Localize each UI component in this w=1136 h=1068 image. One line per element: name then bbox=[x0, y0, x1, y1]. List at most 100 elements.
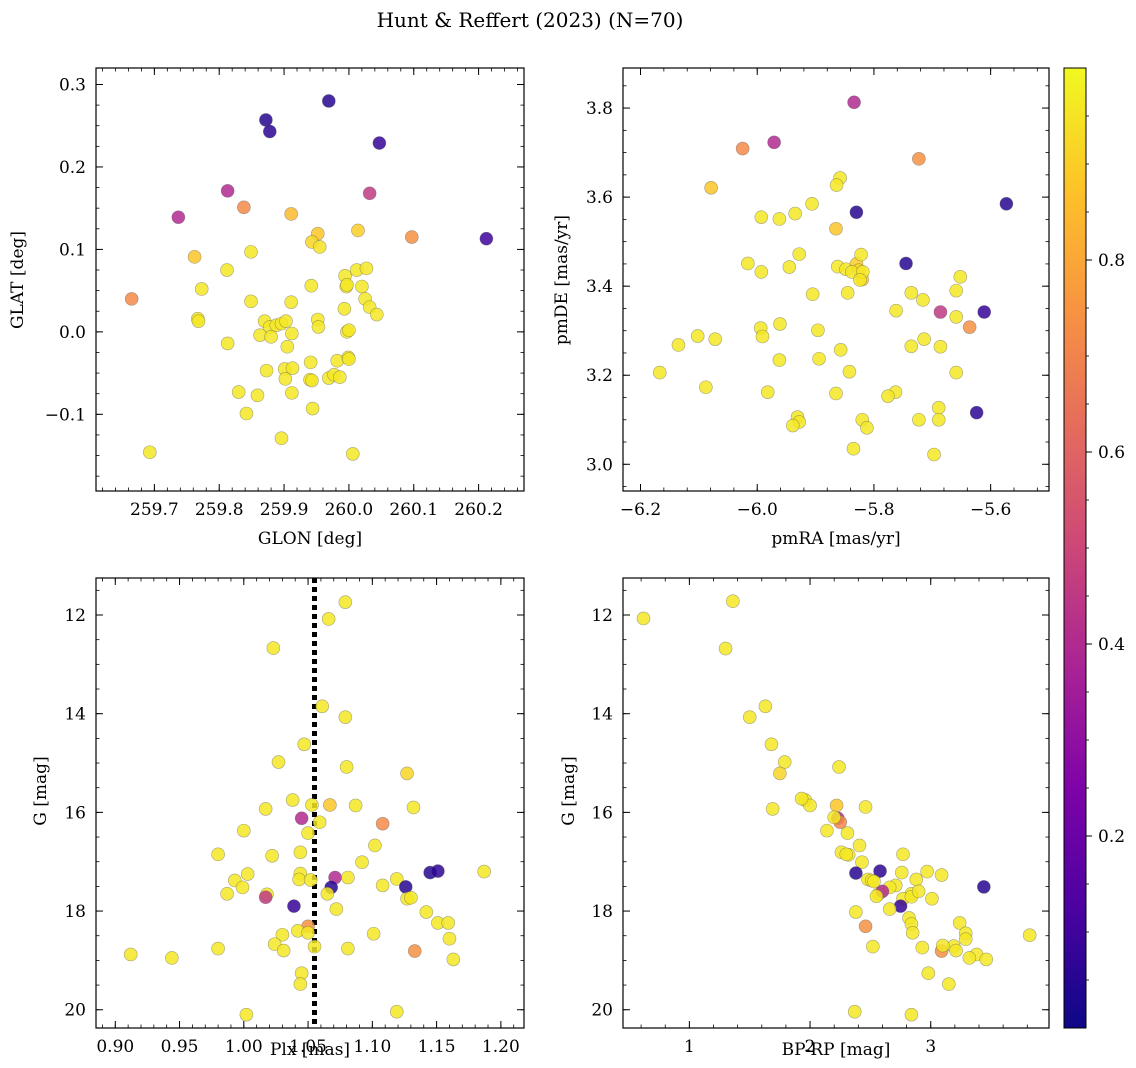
data-point bbox=[285, 326, 299, 341]
data-point bbox=[860, 420, 874, 435]
data-point bbox=[341, 941, 355, 956]
data-point bbox=[805, 287, 820, 301]
data-point bbox=[307, 939, 322, 954]
data-point bbox=[304, 278, 319, 293]
data-point bbox=[915, 940, 930, 955]
data-point bbox=[788, 206, 802, 221]
data-point bbox=[953, 270, 968, 284]
data-point bbox=[846, 441, 861, 456]
data-point bbox=[858, 919, 873, 934]
data-point bbox=[220, 336, 235, 351]
x-tick-label: −6.2 bbox=[620, 500, 661, 520]
data-point bbox=[792, 247, 807, 261]
data-point bbox=[258, 802, 273, 816]
data-point bbox=[244, 245, 258, 259]
data-point bbox=[124, 292, 139, 306]
data-point bbox=[337, 301, 352, 316]
data-point bbox=[847, 95, 861, 110]
y-tick-label: 20 bbox=[64, 1001, 86, 1021]
data-point bbox=[431, 864, 445, 878]
data-point bbox=[772, 353, 787, 367]
data-point bbox=[312, 240, 327, 254]
data-point bbox=[194, 282, 209, 296]
data-point bbox=[441, 916, 455, 930]
x-tick-label: 259.7 bbox=[130, 500, 179, 520]
data-point bbox=[773, 766, 787, 781]
y-tick-label: 3.4 bbox=[586, 277, 613, 297]
data-point bbox=[342, 323, 356, 338]
colorbar: 0.2 0.4 0.6 0.8 bbox=[1063, 67, 1125, 1029]
data-point bbox=[329, 902, 344, 916]
data-point bbox=[191, 314, 206, 328]
y-tick-label: 20 bbox=[591, 1001, 613, 1021]
data-point bbox=[772, 212, 787, 226]
data-point bbox=[977, 880, 991, 894]
data-point bbox=[708, 332, 723, 346]
y-tick-label: 12 bbox=[64, 606, 86, 626]
data-point bbox=[847, 1004, 862, 1019]
data-point bbox=[794, 791, 809, 806]
data-point bbox=[171, 210, 186, 225]
y-tick-label: 16 bbox=[591, 803, 613, 823]
x-tick-label: −5.6 bbox=[970, 500, 1011, 520]
data-point bbox=[342, 352, 356, 366]
data-point bbox=[348, 798, 363, 813]
data-point bbox=[936, 938, 950, 953]
data-point bbox=[833, 343, 848, 357]
data-point bbox=[1022, 928, 1037, 943]
x-tick-label: 2 bbox=[805, 1037, 816, 1057]
data-point bbox=[735, 141, 750, 156]
data-point bbox=[962, 951, 977, 965]
y-tick-label: 0.0 bbox=[59, 323, 86, 343]
y-tick-label: 18 bbox=[591, 902, 613, 922]
data-point bbox=[143, 445, 157, 460]
data-point bbox=[301, 826, 315, 840]
data-point bbox=[293, 845, 308, 860]
data-point bbox=[235, 880, 250, 895]
x-tick-label: 1.00 bbox=[225, 1037, 263, 1057]
data-point bbox=[699, 380, 713, 395]
colorbar-tick-label: 0.6 bbox=[1098, 443, 1125, 463]
data-point bbox=[854, 247, 868, 262]
data-point bbox=[274, 431, 289, 446]
x-tick-label: −5.8 bbox=[853, 500, 894, 520]
data-point bbox=[920, 864, 934, 879]
data-point bbox=[278, 372, 293, 386]
x-tick-label: 1.10 bbox=[353, 1037, 391, 1057]
data-point bbox=[320, 886, 335, 901]
data-point bbox=[442, 931, 457, 946]
data-point bbox=[832, 760, 846, 774]
data-point bbox=[340, 278, 354, 292]
x-tick-label: 260.0 bbox=[325, 500, 374, 520]
data-point bbox=[338, 710, 353, 724]
data-point bbox=[220, 184, 235, 198]
data-point bbox=[284, 207, 298, 221]
data-point bbox=[829, 386, 843, 401]
data-point bbox=[840, 286, 855, 300]
x-axis-label: BP-RP [mag] bbox=[782, 1040, 891, 1060]
data-point bbox=[899, 256, 913, 271]
data-point bbox=[760, 385, 775, 399]
data-point bbox=[276, 943, 291, 958]
data-point bbox=[925, 891, 939, 906]
data-point bbox=[765, 802, 780, 816]
y-axis-label: G [mag] bbox=[559, 756, 579, 825]
y-tick-label: 14 bbox=[64, 705, 86, 725]
y-tick-label: 3.2 bbox=[586, 366, 613, 386]
data-point bbox=[259, 363, 274, 378]
data-point bbox=[338, 595, 353, 609]
data-point bbox=[375, 878, 390, 893]
data-point bbox=[726, 594, 740, 608]
x-tick-label: 3 bbox=[925, 1037, 936, 1057]
y-tick-label: −0.1 bbox=[45, 405, 86, 425]
data-point bbox=[840, 826, 855, 840]
data-point bbox=[220, 263, 234, 277]
data-point bbox=[912, 152, 926, 166]
data-point bbox=[942, 977, 956, 991]
data-point bbox=[239, 1007, 254, 1022]
data-point bbox=[829, 178, 844, 192]
data-point bbox=[285, 361, 300, 375]
data-point bbox=[764, 737, 779, 752]
y-tick-label: 3.6 bbox=[586, 188, 613, 208]
